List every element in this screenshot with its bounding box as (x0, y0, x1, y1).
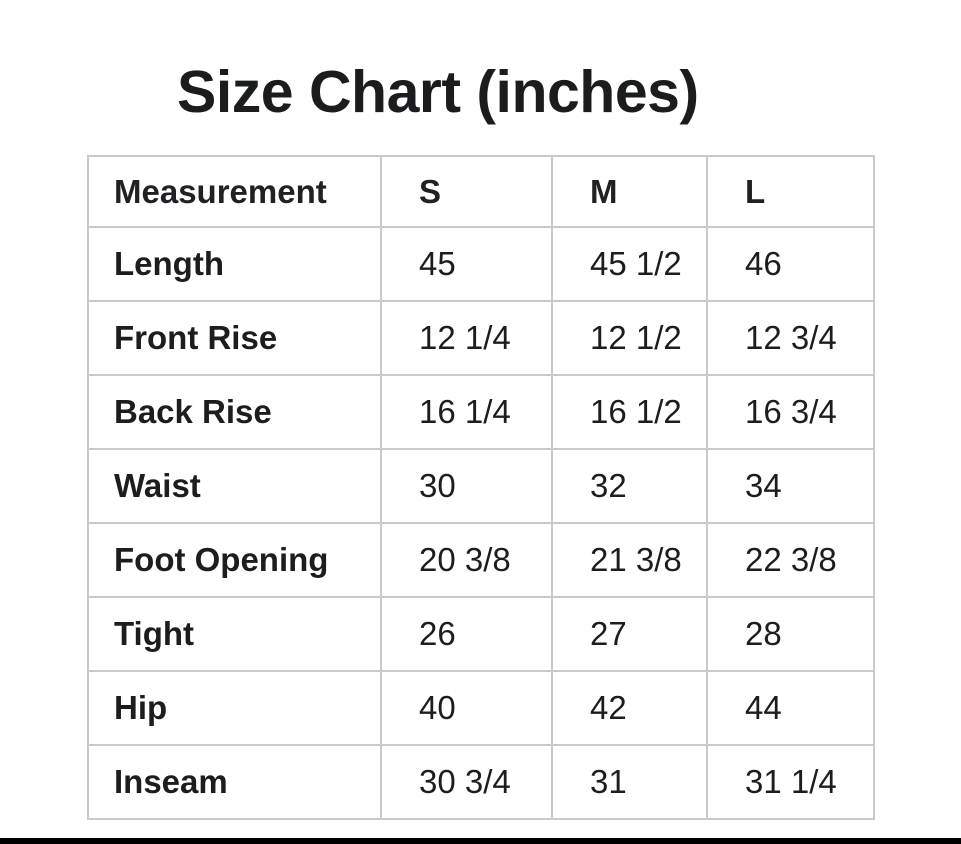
cell-value: 40 (380, 670, 553, 746)
cell-value: 12 1/2 (551, 300, 708, 376)
row-label: Tight (87, 596, 382, 672)
table-row: Waist 30 32 34 (87, 448, 875, 524)
cell-value: 32 (551, 448, 708, 524)
table-row: Hip 40 42 44 (87, 670, 875, 746)
row-label: Foot Opening (87, 522, 382, 598)
cell-value: 12 1/4 (380, 300, 553, 376)
cell-value: 44 (706, 670, 875, 746)
cell-value: 30 (380, 448, 553, 524)
table-row: Inseam 30 3/4 31 31 1/4 (87, 744, 875, 820)
table-row: Length 45 45 1/2 46 (87, 226, 875, 302)
column-header-measurement: Measurement (87, 155, 382, 228)
cell-value: 21 3/8 (551, 522, 708, 598)
header-row: Measurement S M L (87, 155, 875, 228)
table-row: Back Rise 16 1/4 16 1/2 16 3/4 (87, 374, 875, 450)
cell-value: 27 (551, 596, 708, 672)
cell-value: 30 3/4 (380, 744, 553, 820)
row-label: Inseam (87, 744, 382, 820)
cell-value: 20 3/8 (380, 522, 553, 598)
cell-value: 16 3/4 (706, 374, 875, 450)
cell-value: 16 1/4 (380, 374, 553, 450)
row-label: Front Rise (87, 300, 382, 376)
column-header-l: L (706, 155, 875, 228)
cell-value: 26 (380, 596, 553, 672)
table-row: Foot Opening 20 3/8 21 3/8 22 3/8 (87, 522, 875, 598)
cell-value: 16 1/2 (551, 374, 708, 450)
row-label: Hip (87, 670, 382, 746)
cell-value: 34 (706, 448, 875, 524)
row-label: Back Rise (87, 374, 382, 450)
page-title: Size Chart (inches) (177, 59, 699, 125)
cell-value: 31 1/4 (706, 744, 875, 820)
table-row: Tight 26 27 28 (87, 596, 875, 672)
cell-value: 28 (706, 596, 875, 672)
cell-value: 45 1/2 (551, 226, 708, 302)
cell-value: 42 (551, 670, 708, 746)
cell-value: 12 3/4 (706, 300, 875, 376)
bottom-divider (0, 838, 961, 844)
size-chart-table: Measurement S M L Length 45 45 1/2 46 Fr… (87, 155, 875, 820)
row-label: Length (87, 226, 382, 302)
cell-value: 22 3/8 (706, 522, 875, 598)
table-row: Front Rise 12 1/4 12 1/2 12 3/4 (87, 300, 875, 376)
cell-value: 45 (380, 226, 553, 302)
column-header-m: M (551, 155, 708, 228)
row-label: Waist (87, 448, 382, 524)
cell-value: 46 (706, 226, 875, 302)
cell-value: 31 (551, 744, 708, 820)
column-header-s: S (380, 155, 553, 228)
